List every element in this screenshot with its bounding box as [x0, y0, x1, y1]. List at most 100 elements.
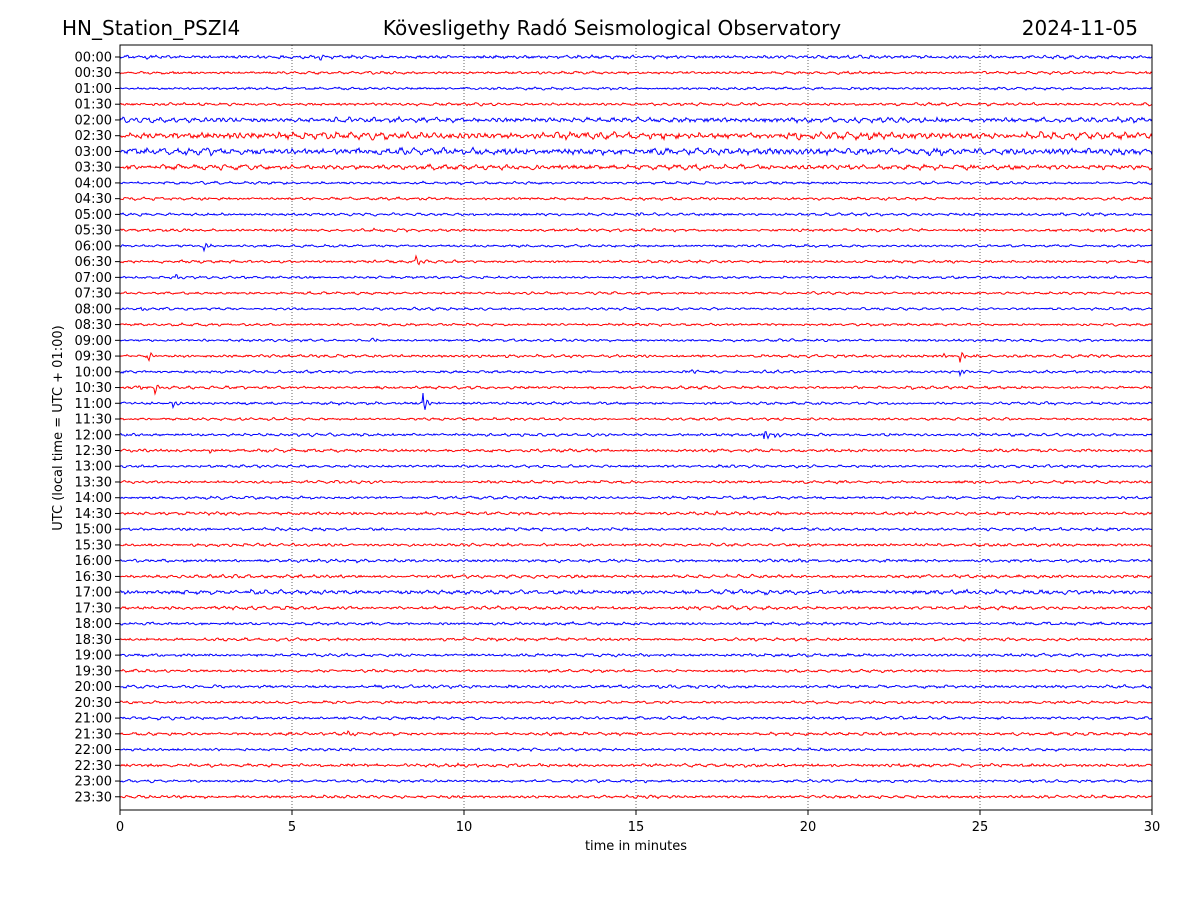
trace-1300	[119, 463, 1153, 469]
trace-1100	[119, 393, 1153, 410]
trace-1530	[119, 542, 1153, 548]
y-tick-label: 11:30	[75, 413, 112, 428]
x-tick-label: 20	[800, 820, 817, 835]
trace-0530	[119, 227, 1153, 233]
trace-0930	[119, 351, 1153, 363]
trace-1130	[119, 416, 1153, 422]
y-tick-label: 00:30	[75, 66, 112, 81]
trace-2330	[119, 794, 1153, 800]
trace-1600	[119, 558, 1153, 564]
station-title: HN_Station_PSZI4	[62, 16, 240, 40]
trace-0830	[119, 322, 1153, 327]
y-tick-label: 03:30	[75, 161, 112, 176]
y-tick-label: 08:30	[75, 318, 112, 333]
date-title: 2024-11-05	[1022, 16, 1138, 40]
trace-2230	[119, 762, 1153, 769]
y-tick-label: 14:30	[75, 507, 112, 522]
y-tick-label: 04:00	[75, 176, 112, 191]
y-tick-label: 00:00	[75, 51, 112, 66]
trace-0630	[119, 254, 1153, 266]
y-tick-label: 13:00	[75, 460, 112, 475]
trace-0230	[119, 130, 1153, 142]
x-tick-label: 15	[628, 820, 645, 835]
trace-0030	[119, 70, 1153, 76]
trace-1430	[119, 510, 1153, 517]
y-tick-label: 04:30	[75, 192, 112, 207]
y-tick-label: 02:30	[75, 129, 112, 144]
x-tick-label: 10	[456, 820, 473, 835]
y-tick-label: 03:00	[75, 145, 112, 160]
y-tick-label: 11:00	[75, 397, 112, 412]
y-tick-label: 19:00	[75, 649, 112, 664]
y-tick-label: 23:30	[75, 790, 112, 805]
trace-1230	[119, 447, 1153, 454]
trace-1330	[119, 479, 1153, 485]
trace-2300	[119, 778, 1153, 784]
y-tick-label: 08:00	[75, 302, 112, 317]
y-tick-label: 14:00	[75, 491, 112, 506]
x-tick-label: 30	[1144, 820, 1161, 835]
y-tick-label: 15:00	[75, 523, 112, 538]
y-tick-label: 17:30	[75, 601, 112, 616]
trace-0430	[119, 196, 1153, 202]
trace-1900	[119, 652, 1153, 658]
y-axis-label: UTC (local time = UTC + 01:00)	[51, 325, 66, 530]
y-tick-label: 01:30	[75, 98, 112, 113]
trace-0700	[119, 273, 1153, 280]
y-tick-label: 06:30	[75, 255, 112, 270]
y-tick-label: 12:00	[75, 428, 112, 443]
y-tick-label: 20:00	[75, 680, 112, 695]
trace-1400	[119, 495, 1153, 501]
trace-1830	[119, 636, 1153, 642]
y-tick-label: 22:30	[75, 759, 112, 774]
x-tick-label: 0	[116, 820, 124, 835]
y-tick-label: 05:00	[75, 208, 112, 223]
trace-1630	[119, 573, 1153, 580]
y-tick-label: 09:00	[75, 334, 112, 349]
y-tick-label: 12:30	[75, 444, 112, 459]
y-tick-label: 18:30	[75, 633, 112, 648]
trace-2200	[119, 747, 1153, 753]
y-tick-label: 07:30	[75, 287, 112, 302]
trace-1200	[119, 431, 1153, 440]
trace-1730	[119, 604, 1153, 611]
trace-0730	[119, 290, 1153, 296]
y-tick-label: 19:30	[75, 664, 112, 679]
y-tick-label: 23:00	[75, 775, 112, 790]
y-tick-label: 06:00	[75, 239, 112, 254]
trace-0130	[119, 101, 1153, 107]
y-tick-label: 16:00	[75, 554, 112, 569]
trace-1500	[119, 526, 1153, 532]
y-tick-label: 17:00	[75, 586, 112, 601]
trace-0800	[119, 306, 1153, 312]
trace-0200	[119, 115, 1153, 124]
y-tick-label: 16:30	[75, 570, 112, 585]
y-tick-label: 09:30	[75, 350, 112, 365]
y-tick-label: 21:30	[75, 727, 112, 742]
trace-1700	[119, 588, 1153, 596]
trace-1000	[119, 368, 1153, 378]
trace-0400	[119, 180, 1153, 186]
y-tick-label: 10:30	[75, 381, 112, 396]
x-axis-label: time in minutes	[585, 839, 687, 854]
trace-1930	[119, 668, 1153, 674]
y-tick-label: 21:00	[75, 712, 112, 727]
y-tick-label: 15:30	[75, 538, 112, 553]
trace-0300	[119, 146, 1153, 157]
trace-0330	[119, 163, 1153, 172]
trace-2030	[119, 700, 1153, 705]
y-tick-label: 07:00	[75, 271, 112, 286]
y-tick-label: 05:30	[75, 224, 112, 239]
trace-0900	[119, 337, 1153, 343]
trace-2130	[119, 730, 1153, 737]
y-tick-label: 02:00	[75, 113, 112, 128]
x-tick-label: 25	[972, 820, 989, 835]
x-tick-label: 5	[288, 820, 296, 835]
trace-2100	[119, 715, 1153, 721]
observatory-title: Kövesligethy Radó Seismological Observat…	[383, 16, 841, 40]
y-tick-label: 22:00	[75, 743, 112, 758]
trace-0100	[119, 86, 1153, 91]
y-tick-label: 20:30	[75, 696, 112, 711]
